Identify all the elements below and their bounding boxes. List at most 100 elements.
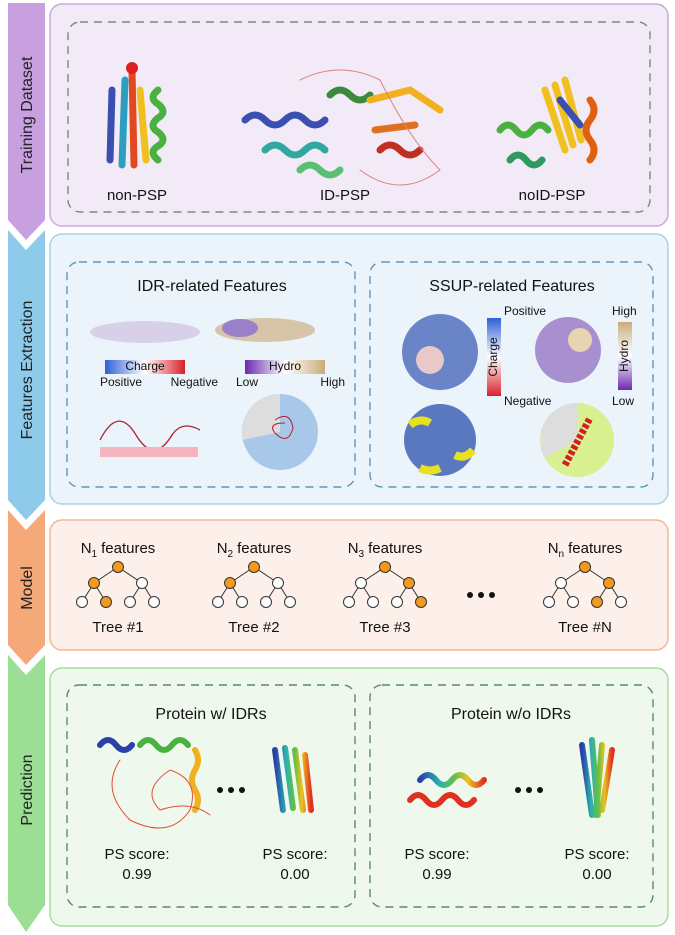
stage-arrow bbox=[8, 655, 45, 932]
panel bbox=[49, 233, 669, 505]
score-label: PS score: bbox=[564, 846, 629, 863]
section-title: Protein w/ IDRs bbox=[155, 706, 266, 723]
bar-end-label: Negative bbox=[504, 394, 552, 408]
tree-node bbox=[124, 596, 136, 608]
ellipsis bbox=[228, 787, 234, 793]
tree-node bbox=[100, 596, 112, 608]
ellipsis-group bbox=[217, 787, 543, 793]
surface-model bbox=[222, 319, 258, 337]
feature-subscript: n bbox=[559, 549, 565, 560]
ellipsis bbox=[239, 787, 245, 793]
tree-node bbox=[224, 577, 236, 589]
bar-end-label: Low bbox=[236, 375, 258, 389]
feature-word: features bbox=[237, 540, 291, 557]
tree-node bbox=[403, 577, 415, 589]
tree-features-label: N1 features bbox=[81, 540, 156, 560]
section-title: SSUP-related Features bbox=[429, 278, 594, 295]
feature-subscript: 3 bbox=[359, 549, 365, 560]
tree-node bbox=[591, 596, 603, 608]
protein-structure bbox=[106, 62, 598, 186]
tree-node bbox=[603, 577, 615, 589]
pie-icon bbox=[561, 416, 594, 467]
stage-label: Features Extraction bbox=[19, 301, 36, 440]
color-bar bbox=[487, 318, 501, 396]
bar-label: Hydro bbox=[617, 340, 631, 372]
tree-node bbox=[88, 577, 100, 589]
feature-word: features bbox=[101, 540, 155, 557]
ellipsis bbox=[217, 787, 223, 793]
feature-word: features bbox=[568, 540, 622, 557]
surface-model bbox=[404, 404, 476, 476]
score-value: 0.99 bbox=[122, 866, 151, 883]
pie-icon bbox=[272, 415, 294, 439]
color-bar bbox=[245, 360, 325, 374]
dashed-box bbox=[369, 261, 654, 488]
feature-n: N bbox=[217, 540, 228, 557]
tree-label: Tree #3 bbox=[359, 619, 410, 636]
disorder-bar bbox=[100, 447, 198, 457]
bar-end-label: Low bbox=[612, 394, 634, 408]
tree-node bbox=[343, 596, 355, 608]
score-value: 0.00 bbox=[280, 866, 309, 883]
tree-node bbox=[355, 577, 367, 589]
tree-node bbox=[212, 596, 224, 608]
ellipsis bbox=[537, 787, 543, 793]
bar-label: Charge bbox=[125, 359, 165, 373]
tree-node bbox=[391, 596, 403, 608]
ellipsis bbox=[526, 787, 532, 793]
tree-node bbox=[543, 596, 555, 608]
tree-node bbox=[415, 596, 427, 608]
ellipsis bbox=[467, 592, 473, 598]
bar-end-label: High bbox=[612, 304, 637, 318]
tree-node bbox=[260, 596, 272, 608]
tree-features-label: N2 features bbox=[217, 540, 292, 560]
surface-model bbox=[407, 416, 477, 475]
panel bbox=[49, 667, 669, 927]
score-value: 0.99 bbox=[422, 866, 451, 883]
ellipsis bbox=[515, 787, 521, 793]
panel bbox=[49, 3, 669, 227]
tree-node bbox=[112, 561, 124, 573]
feature-n: N bbox=[348, 540, 359, 557]
tree-node bbox=[272, 577, 284, 589]
tree-label: Tree #1 bbox=[92, 619, 143, 636]
bar-label: Charge bbox=[486, 337, 500, 377]
pie-icon bbox=[242, 394, 280, 440]
tree-label: Tree #2 bbox=[228, 619, 279, 636]
stage-arrow bbox=[8, 3, 45, 240]
score-label: PS score: bbox=[262, 846, 327, 863]
tree-node bbox=[136, 577, 148, 589]
bar-end-label: Negative bbox=[171, 375, 219, 389]
feature-word: features bbox=[368, 540, 422, 557]
feature-n: N bbox=[548, 540, 559, 557]
section-title: IDR-related Features bbox=[137, 278, 286, 295]
dashed-box bbox=[369, 684, 654, 908]
protein-label: non-PSP bbox=[107, 187, 167, 204]
tree-node bbox=[379, 561, 391, 573]
tree-node bbox=[236, 596, 248, 608]
tree-features-label: Nn features bbox=[548, 540, 623, 560]
bar-end-label: Positive bbox=[100, 375, 142, 389]
tree-node bbox=[567, 596, 579, 608]
dashed-box bbox=[66, 684, 356, 908]
protein-label: noID-PSP bbox=[519, 187, 586, 204]
bar-label: Hydro bbox=[269, 359, 301, 373]
color-bar bbox=[105, 360, 185, 374]
tree-label: Tree #N bbox=[558, 619, 612, 636]
protein-label: ID-PSP bbox=[320, 187, 370, 204]
section-title: Protein w/o IDRs bbox=[451, 706, 571, 723]
stage-label: Model bbox=[19, 566, 36, 610]
tree-node bbox=[615, 596, 627, 608]
bar-end-label: Positive bbox=[504, 304, 546, 318]
pie-icon bbox=[540, 403, 577, 458]
surface-model bbox=[90, 321, 200, 343]
surface-model bbox=[535, 317, 601, 383]
feature-subscript: 2 bbox=[228, 549, 234, 560]
stage-arrow bbox=[8, 230, 45, 520]
bar-end-label: High bbox=[320, 375, 345, 389]
stage-label: Training Dataset bbox=[19, 56, 36, 173]
score-value: 0.00 bbox=[582, 866, 611, 883]
surface-model bbox=[568, 328, 592, 352]
